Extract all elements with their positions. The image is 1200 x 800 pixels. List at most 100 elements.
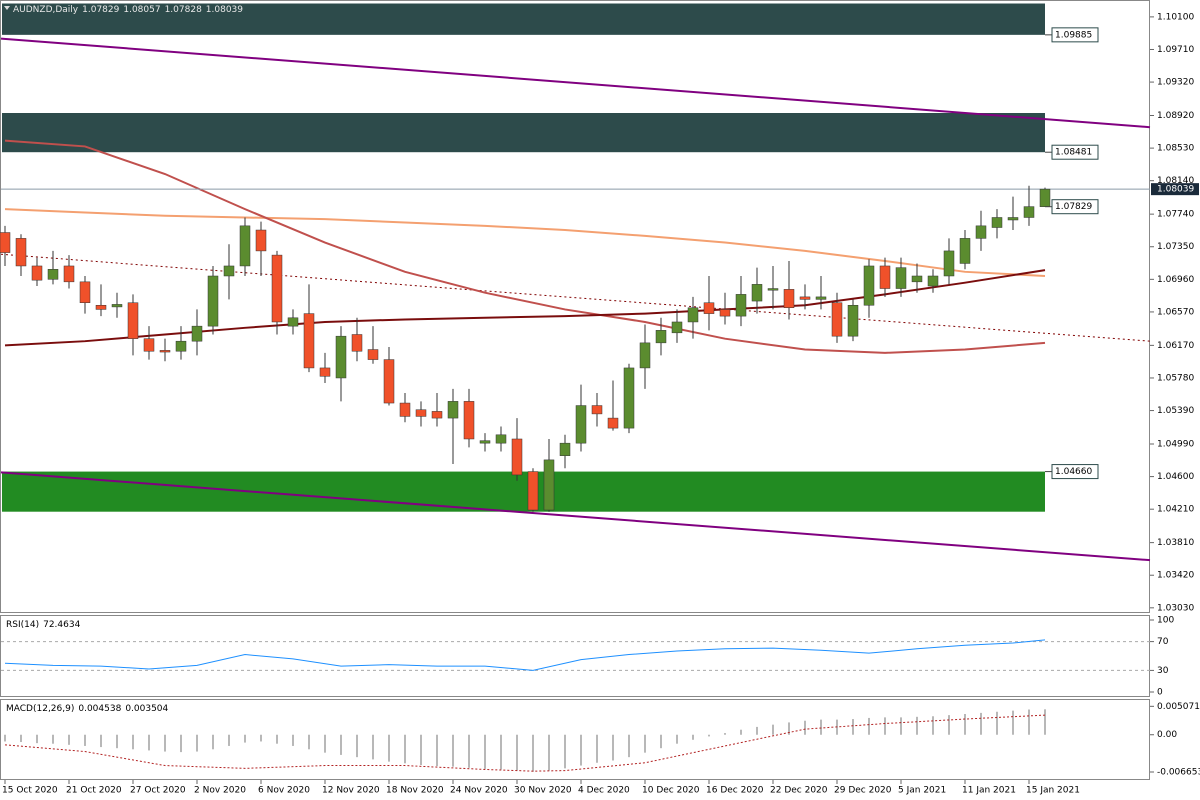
candle-body (703, 302, 715, 314)
y-tick-label: 1.09710 (1157, 45, 1194, 55)
candle-body (431, 411, 443, 419)
candle-body (655, 330, 667, 344)
y-tick-label: -0.006653 (1157, 768, 1200, 778)
candle-body (143, 338, 155, 352)
y-tick-label: 30 (1157, 666, 1169, 676)
candle-body (399, 402, 411, 417)
candle-body (783, 289, 795, 309)
y-tick-label: 0.00 (1157, 730, 1177, 740)
zone (2, 113, 1045, 153)
candle-body (463, 401, 475, 440)
candle-body (511, 438, 523, 476)
candle-body (111, 304, 123, 308)
y-tick-label: 1.05780 (1157, 373, 1194, 383)
candle-body (415, 409, 427, 417)
x-tick-label: 5 Jan 2021 (898, 786, 946, 796)
y-tick-label: 1.05390 (1157, 406, 1194, 416)
candle-body (207, 275, 219, 327)
candle-body (15, 238, 27, 267)
candle-body (639, 342, 651, 369)
rsi-line (4, 639, 1046, 671)
candle-body (351, 334, 363, 352)
candle-body (191, 325, 203, 342)
y-tick-label: 100 (1157, 616, 1174, 626)
macd-name: MACD(12,26,9) (6, 704, 74, 714)
level-label: 1.07829 (1055, 202, 1092, 212)
x-tick-label: 22 Dec 2020 (770, 786, 828, 796)
candle-body (63, 265, 75, 283)
y-tick-label: 1.08140 (1157, 176, 1194, 186)
candle-body (879, 265, 891, 289)
rsi-title: RSI(14) 72.4634 (6, 620, 81, 630)
level-label: 1.04660 (1055, 467, 1092, 477)
candle-body (911, 275, 923, 283)
y-tick-label: 1.04210 (1157, 505, 1194, 515)
x-tick-label: 15 Oct 2020 (2, 786, 58, 796)
y-tick-label: 1.07740 (1157, 210, 1194, 220)
x-tick-label: 30 Nov 2020 (514, 786, 572, 796)
moving-average (4, 208, 1046, 277)
x-tick-label: 16 Dec 2020 (706, 786, 764, 796)
candle-body (751, 284, 763, 302)
x-tick-label: 18 Nov 2020 (386, 786, 444, 796)
level-box (1051, 27, 1099, 43)
candle-body (159, 350, 171, 353)
level-box (1051, 199, 1099, 215)
candle-body (607, 417, 619, 429)
candle-body (927, 275, 939, 287)
y-tick-label: 0 (1157, 688, 1163, 698)
macd-pane (0, 699, 1150, 780)
current-price-label: 1.08039 (1157, 185, 1194, 195)
y-tick-label: 1.03420 (1157, 571, 1194, 581)
y-tick-label: 1.06170 (1157, 341, 1194, 351)
menu-icon (4, 6, 10, 10)
candle-body (815, 296, 827, 300)
y-tick-label: 1.04600 (1157, 472, 1194, 482)
candle-body (239, 225, 251, 267)
candle-body (719, 309, 731, 317)
y-tick-label: 1.06570 (1157, 307, 1194, 317)
candle-body (479, 440, 491, 444)
candle-body (367, 349, 379, 360)
header: AUDNZD,Daily 1.07829 1.08057 1.07828 1.08039 (13, 5, 243, 15)
candle-body (847, 304, 859, 337)
macd-value: 0.004538 (78, 704, 121, 714)
low: 1.07828 (165, 5, 202, 15)
candle-body (319, 367, 331, 377)
candle-body (799, 296, 811, 300)
trendline (0, 471, 1151, 562)
current-price-box (1151, 183, 1199, 196)
candle-body (1023, 206, 1035, 218)
candle-body (175, 340, 187, 352)
candle-body (623, 367, 635, 429)
x-tick-label: 10 Dec 2020 (642, 786, 700, 796)
candle-body (527, 471, 539, 511)
level-box (1051, 464, 1099, 480)
candle-body (975, 225, 987, 239)
symbol: AUDNZD,Daily (13, 5, 79, 15)
y-tick-label: 1.09320 (1157, 78, 1194, 88)
candle-body (127, 302, 139, 339)
rsi-value: 72.4634 (43, 620, 80, 630)
candle-body (831, 302, 843, 337)
candle-body (943, 250, 955, 277)
candle-body (0, 232, 11, 253)
candle-body (303, 313, 315, 369)
y-tick-label: 1.03030 (1157, 603, 1194, 613)
candle-body (671, 321, 683, 334)
macd-title: MACD(12,26,9) 0.004538 0.003504 (6, 704, 169, 714)
candle-body (447, 401, 459, 419)
y-tick-label: 1.03810 (1157, 538, 1194, 548)
candle-body (383, 359, 395, 404)
candle-body (591, 405, 603, 415)
close: 1.08039 (206, 5, 243, 15)
y-tick-label: 1.08530 (1157, 144, 1194, 154)
level-label: 1.08481 (1055, 148, 1092, 158)
candle-body (255, 229, 267, 252)
x-tick-label: 6 Nov 2020 (258, 786, 310, 796)
main-pane (0, 0, 1150, 613)
signal-line (4, 714, 1046, 772)
high: 1.08057 (123, 5, 160, 15)
